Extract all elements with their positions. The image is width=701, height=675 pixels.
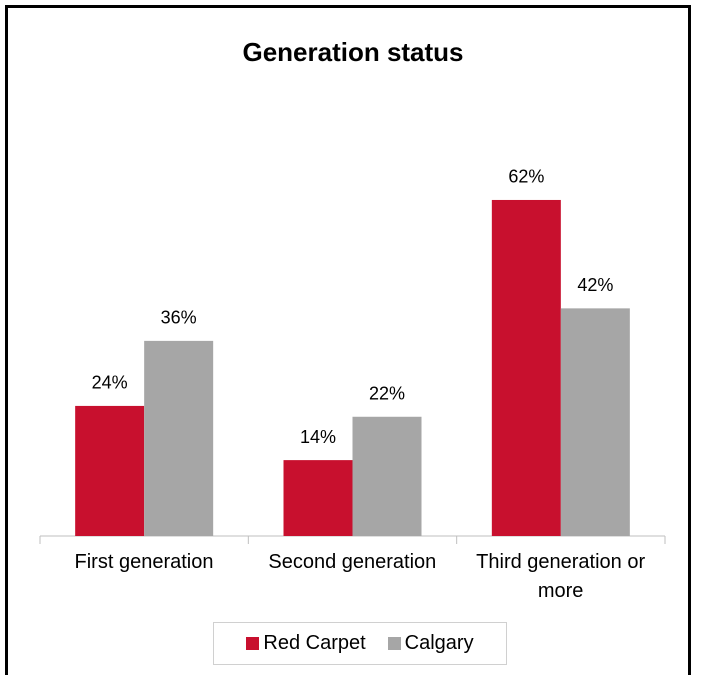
legend-item: Calgary — [387, 632, 474, 655]
data-label: 36% — [161, 308, 197, 328]
data-label: 14% — [300, 427, 336, 447]
chart-title: Generation status — [242, 37, 463, 67]
x-tick-label: Second generation — [268, 551, 437, 573]
legend-item: Red Carpet — [246, 632, 366, 655]
legend-swatch — [387, 637, 401, 650]
bar — [491, 199, 561, 536]
legend-swatch — [246, 637, 260, 650]
bar — [283, 460, 353, 536]
legend-label: Red Carpet — [263, 632, 366, 654]
data-label: 62% — [508, 167, 544, 187]
bar — [352, 416, 422, 536]
x-tick-label: Third generation or more — [476, 551, 646, 602]
data-label: 22% — [369, 384, 405, 404]
data-label: 24% — [92, 373, 128, 393]
legend: Red Carpet Calgary — [213, 622, 507, 665]
chart-frame — [5, 5, 691, 675]
bar — [144, 340, 214, 536]
data-label: 42% — [577, 275, 613, 295]
bar — [560, 308, 630, 536]
bar — [75, 405, 145, 536]
x-tick-label: First generation — [74, 551, 214, 573]
legend-label: Calgary — [404, 632, 474, 654]
